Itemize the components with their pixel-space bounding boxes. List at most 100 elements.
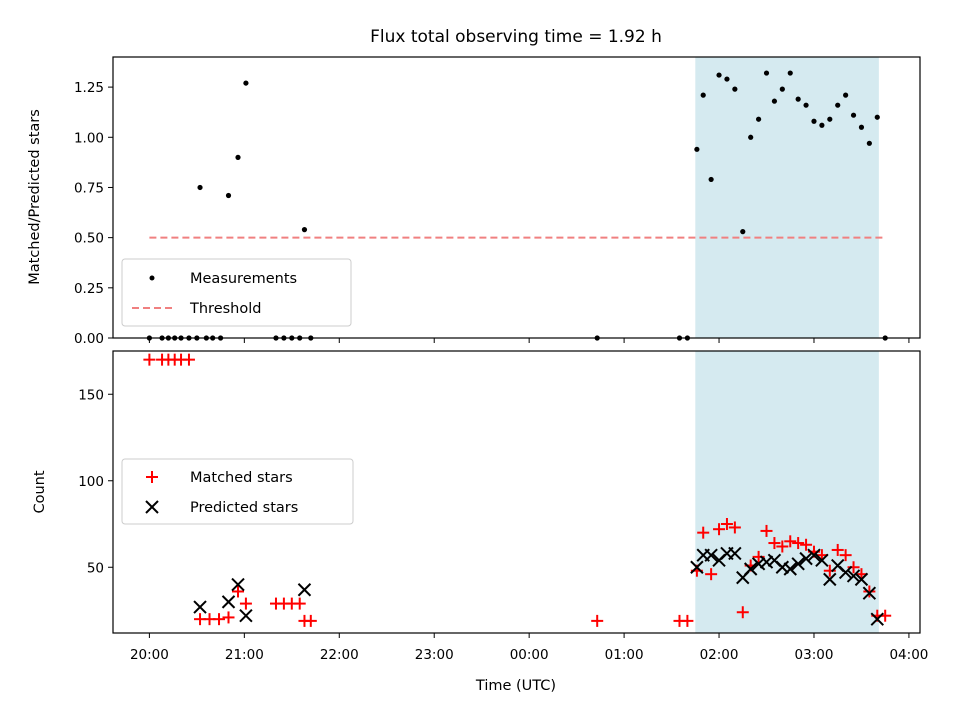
measurement-point	[243, 80, 249, 86]
measurement-point	[716, 72, 722, 78]
matched-star-point	[213, 613, 226, 626]
matched-star-point	[182, 353, 195, 366]
measurement-point	[724, 76, 730, 82]
measurement-point	[811, 118, 817, 124]
matched-star-point	[705, 568, 718, 581]
measurement-point	[225, 192, 232, 199]
predicted-star-point	[838, 565, 853, 580]
top-y-axis-label: Matched/Predicted stars	[27, 109, 43, 285]
x-tick-label: 00:00	[510, 647, 549, 663]
measurement-point	[779, 86, 785, 92]
bottom-shaded-interval	[695, 351, 879, 633]
predicted-star-point	[704, 548, 718, 562]
predicted-star-point	[870, 612, 884, 626]
measurement-point	[197, 184, 203, 191]
x-tick-label: 23:00	[415, 647, 454, 663]
measurement-point	[708, 176, 714, 183]
matched-legend-marker	[146, 471, 158, 483]
matched-star-point	[591, 614, 604, 627]
predicted-star-point	[846, 569, 861, 583]
y-tick-label: 50	[87, 560, 104, 576]
measurement-point	[819, 122, 825, 128]
matched-star-point	[222, 611, 235, 624]
matched-star-point	[728, 521, 741, 534]
bottom-panel: 50 100 150 20:00 21:00 22:00 23:00 00:00 01:00 0…	[32, 350, 928, 694]
measurement-point	[866, 140, 872, 146]
y-tick-label: 150	[78, 387, 104, 403]
matched-star-point	[768, 537, 781, 550]
measurement-point	[740, 229, 746, 235]
y-tick-label: 0.25	[74, 281, 104, 297]
measurement-point	[827, 116, 833, 122]
bottom-y-axis-label: Count	[32, 470, 48, 513]
y-tick-label: 0.75	[74, 180, 104, 196]
predicted-star-point	[297, 583, 312, 597]
bottom-legend-box	[121, 458, 354, 525]
y-tick-label: 0.00	[74, 331, 104, 347]
predicted-star-point	[775, 560, 790, 574]
measurement-point	[301, 227, 308, 233]
bottom-y-ticks: 50 100 150	[78, 387, 113, 576]
predicted-star-point	[239, 608, 253, 623]
top-shaded-interval	[695, 57, 879, 338]
predicted-legend-marker	[145, 500, 159, 514]
measurement-point	[843, 92, 849, 98]
matched-legend-label: Matched stars	[190, 470, 293, 486]
predicted-star-point	[854, 572, 869, 587]
measurement-point	[803, 102, 809, 108]
matched-star-point	[232, 585, 245, 598]
x-tick-label: 02:00	[700, 647, 739, 663]
measurement-points	[146, 70, 888, 341]
measurement-point	[850, 112, 857, 118]
predicted-star-point	[221, 595, 236, 609]
matched-star-point	[720, 518, 733, 531]
predicted-star-point	[751, 557, 766, 571]
matched-star-point	[713, 523, 726, 536]
matched-star-point	[304, 614, 317, 627]
measurement-point	[795, 96, 801, 102]
measurement-point	[771, 98, 778, 104]
x-tick-label: 21:00	[225, 647, 264, 663]
matched-star-point	[143, 353, 156, 366]
matched-star-point	[293, 597, 306, 610]
matched-star-point	[839, 549, 852, 562]
matched-star-point	[681, 614, 694, 627]
matched-star-point	[792, 537, 805, 550]
matched-star-point	[239, 597, 252, 610]
x-tick-label: 04:00	[889, 647, 928, 663]
predicted-star-points	[193, 546, 884, 626]
y-tick-label: 100	[78, 474, 104, 490]
predicted-star-point	[231, 577, 245, 592]
predicted-star-point	[807, 548, 821, 562]
matched-star-point	[776, 540, 789, 553]
measurements-legend-marker	[149, 275, 155, 281]
measurements-legend-label: Measurements	[190, 271, 297, 287]
matched-star-point	[863, 585, 876, 598]
chart-title: Flux total observing time = 1.92 h	[370, 27, 662, 47]
measurement-point	[874, 114, 880, 120]
measurement-point	[235, 154, 241, 160]
x-tick-label: 03:00	[795, 647, 834, 663]
bottom-legend: Matched stars Predicted stars	[121, 458, 354, 525]
y-tick-label: 1.00	[74, 130, 104, 146]
threshold-legend-label: Threshold	[189, 301, 261, 317]
predicted-star-point	[743, 562, 758, 576]
measurement-point	[756, 116, 762, 122]
top-y-ticks: 0.00 0.25 0.50 0.75 1.00 1.25	[74, 80, 113, 347]
x-tick-label: 22:00	[320, 647, 359, 663]
predicted-star-point	[728, 546, 742, 561]
measurement-point	[858, 124, 865, 130]
measurement-point	[787, 70, 793, 76]
y-tick-label: 1.25	[74, 80, 104, 96]
measurement-point	[694, 146, 700, 152]
bottom-plot-frame	[112, 350, 921, 634]
bottom-x-ticks: 20:00 21:00 22:00 23:00 00:00 01:00 02:00 03:00…	[130, 633, 928, 663]
measurement-point	[835, 102, 841, 108]
top-legend-box	[121, 258, 352, 327]
predicted-star-point	[193, 600, 207, 614]
matched-star-point	[760, 524, 773, 537]
predicted-star-point	[759, 555, 774, 569]
top-legend: Measurements Threshold	[121, 258, 352, 327]
top-x-ticks	[148, 338, 910, 343]
